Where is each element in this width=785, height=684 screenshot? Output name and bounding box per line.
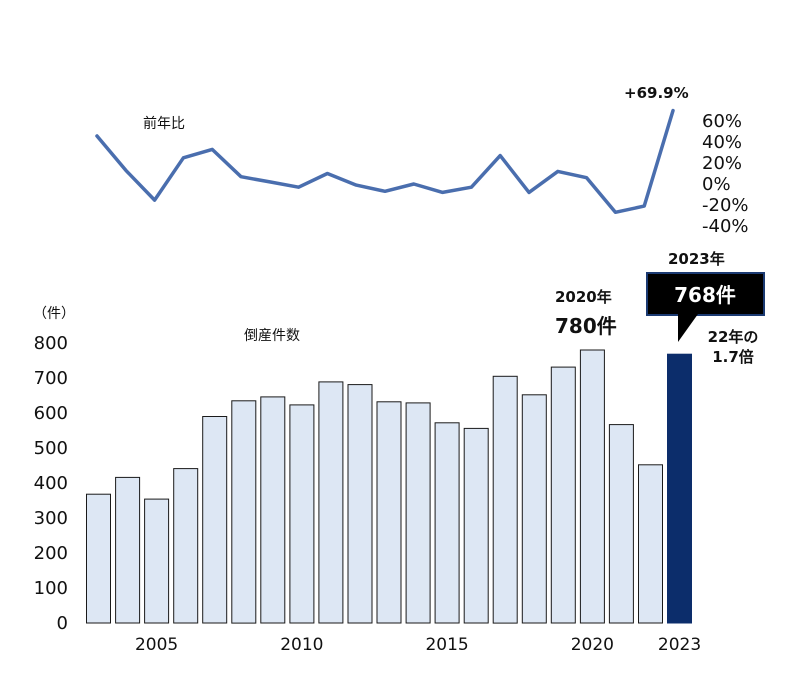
bar-2019 [550, 366, 576, 624]
y-tick-label: 300 [34, 508, 68, 529]
bar-2015 [434, 422, 460, 624]
y-tick-label: 200 [34, 543, 68, 564]
y-tick-label: 700 [34, 368, 68, 389]
annotation-2023-value: 768件 [674, 283, 736, 307]
bar-series [86, 349, 692, 624]
bar-2010 [289, 404, 315, 624]
bar-2008 [231, 400, 257, 624]
growth-line-chart: 前年比 60%40%20%0%-20%-40% +69.9% [95, 84, 749, 237]
y-tick-label: 600 [34, 403, 68, 424]
bar-2016 [463, 427, 489, 624]
x-tick-label: 2023 [658, 635, 701, 655]
callout-2023: 768件 [646, 272, 765, 342]
bar-2013 [376, 401, 402, 624]
y-tick-label: 0 [57, 613, 68, 634]
line-chart-title: 前年比 [143, 115, 185, 132]
x-tick-label: 2005 [135, 635, 178, 655]
x-tick-label: 2010 [280, 635, 323, 655]
callout-pointer-2023 [678, 314, 698, 342]
line-series-growth [95, 108, 675, 215]
line-y-tick-label: -20% [702, 195, 749, 216]
bar-2003 [86, 493, 111, 624]
bar-y-axis-ticks: 0 100 200 300 400 500 600 700 800 [34, 333, 68, 634]
bar-2021 [608, 424, 634, 624]
bar-2017 [492, 375, 518, 624]
line-y-tick-label: 60% [702, 111, 742, 132]
annotation-2023-year: 2023年 [668, 250, 725, 268]
bar-2018 [521, 394, 547, 624]
line-peak-annotation: +69.9% [624, 84, 689, 102]
line-y-axis-ticks: 60%40%20%0%-20%-40% [702, 111, 749, 237]
y-tick-label: 800 [34, 333, 68, 354]
bar-2014 [405, 402, 431, 624]
y-axis-unit-label: （件） [33, 306, 75, 322]
bar-2022 [638, 464, 663, 624]
comparison-label-line2: 1.7倍 [712, 348, 754, 366]
bar-2006 [173, 468, 199, 624]
annotation-2020-value: 780件 [555, 314, 617, 338]
bar-2009 [260, 396, 286, 624]
bar-chart-title: 倒産件数 [244, 328, 300, 344]
bar-2004 [115, 476, 141, 624]
bar-x-axis-ticks: 2005 2010 2015 2020 2023 [135, 635, 701, 655]
y-tick-label: 100 [34, 578, 68, 599]
line-y-tick-label: 20% [702, 153, 742, 174]
annotation-2020-year: 2020年 [555, 288, 612, 306]
x-tick-label: 2020 [571, 635, 614, 655]
line-y-tick-label: 40% [702, 132, 742, 153]
bar-2005 [144, 498, 170, 624]
comparison-label-line1: 22年の [708, 328, 759, 346]
bar-2011 [318, 381, 344, 624]
line-y-tick-label: 0% [702, 174, 731, 195]
y-tick-label: 400 [34, 473, 68, 494]
bar-2012 [347, 384, 373, 624]
line-y-tick-label: -40% [702, 216, 749, 237]
bar-2023 [667, 353, 692, 624]
bar-2007 [202, 416, 228, 624]
callout-box-2023 [646, 272, 765, 316]
bar-2020 [579, 349, 605, 624]
x-tick-label: 2015 [425, 635, 468, 655]
y-tick-label: 500 [34, 438, 68, 459]
